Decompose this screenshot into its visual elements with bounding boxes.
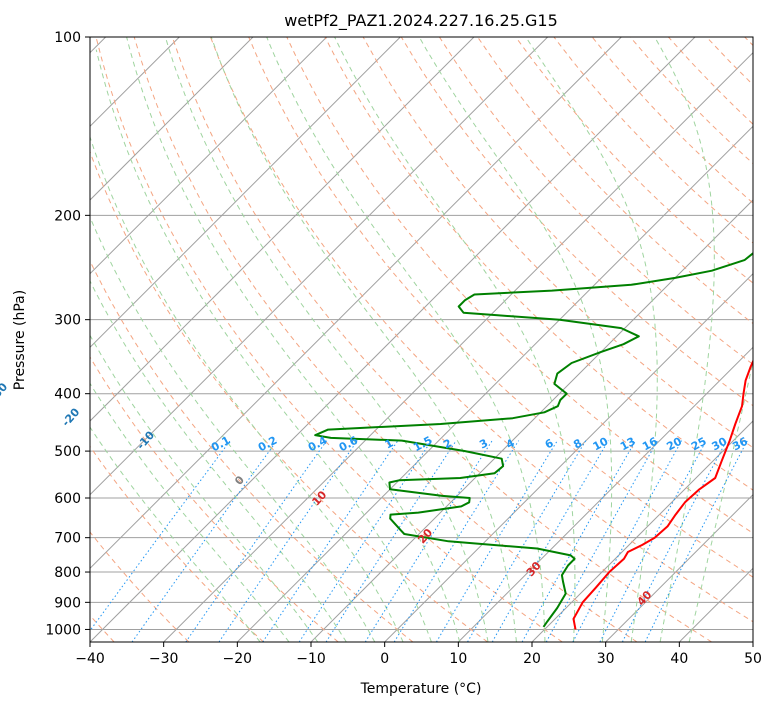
- dry-adiabat-line: [210, 37, 753, 623]
- mixing-ratio-line: [521, 440, 637, 642]
- isotherm-line: [163, 51, 753, 642]
- mixing-ratio-line: [298, 440, 432, 642]
- dry-adiabat-line: [400, 37, 753, 407]
- sounding-lines: [314, 252, 753, 630]
- moist-adiabat-line: [164, 37, 489, 642]
- moist-adiabat-line: [210, 37, 517, 642]
- dry-adiabat-line: [90, 356, 339, 642]
- mixing-ratio-line: [435, 440, 558, 642]
- dry-adiabat-line: [248, 37, 753, 578]
- moist-adiabat-line: [90, 215, 376, 642]
- mixing-ratio-line: [90, 440, 231, 632]
- dry-adiabat-line: [90, 445, 264, 642]
- mixing-ratio-line: [185, 440, 328, 642]
- isotherm-line: [90, 37, 475, 422]
- mixing-ratio-line: [467, 440, 587, 642]
- y-tick-label: 500: [54, 444, 81, 460]
- x-tick-label: 10: [449, 651, 467, 667]
- moist-adiabat-line: [90, 334, 319, 642]
- moist-adiabat-line: [90, 279, 347, 642]
- isotherm-line: [90, 37, 696, 642]
- x-tick-label: 40: [670, 651, 688, 667]
- x-tick-label: 50: [744, 651, 762, 667]
- mixing-ratio-label: 36: [730, 435, 750, 454]
- dry-adiabat-line: [90, 259, 414, 642]
- dewpoint-profile: [314, 252, 753, 628]
- y-tick-label: 400: [54, 387, 81, 403]
- mixing-ratio-line: [325, 440, 457, 642]
- x-tick-label: −20: [223, 651, 253, 667]
- isotherm-line: [90, 37, 549, 496]
- x-tick-label: −40: [75, 651, 105, 667]
- dry-adiabat-line: [286, 37, 753, 534]
- isotherm-line: [90, 37, 622, 570]
- dry-adiabat-label: -30: [0, 380, 10, 404]
- dry-adiabat-line: [95, 37, 563, 642]
- axis-ticks: −40 −30 −20 −10 0 10 20 30 40 50 100 200 300 400 500 60…: [45, 30, 762, 667]
- x-tick-label: −30: [149, 651, 179, 667]
- y-tick-label: 600: [54, 491, 81, 507]
- moist-adiabat-line: [334, 37, 576, 642]
- mixing-ratio-label: 25: [689, 435, 709, 454]
- plot-background: [90, 37, 753, 642]
- x-tick-label: 20: [523, 651, 541, 667]
- isotherm-line: [605, 493, 753, 642]
- moist-adiabat-line: [95, 49, 432, 642]
- dry-adiabat-line: [515, 37, 753, 284]
- chart-title: wetPf2_PAZ1.2024.227.16.25.G15: [284, 11, 558, 31]
- isotherm-line: [531, 420, 753, 642]
- y-axis-label: Pressure (hPa): [12, 290, 28, 390]
- moist-adiabat-line: [418, 37, 613, 642]
- mixing-ratio-line: [262, 440, 399, 642]
- dry-adiabat-line: [171, 37, 712, 642]
- moist-adiabat-line: [90, 382, 290, 642]
- mixing-ratio-line: [572, 440, 683, 642]
- y-tick-label: 300: [54, 313, 81, 329]
- moist-adiabat-line: [266, 37, 546, 642]
- mixing-ratio-label: 20: [664, 435, 684, 454]
- y-tick-label: 1000: [45, 622, 81, 638]
- isotherm-line: [236, 125, 753, 642]
- mixing-ratio-line: [131, 440, 278, 642]
- x-tick-label: 0: [380, 651, 389, 667]
- mixing-ratio-line: [393, 440, 520, 642]
- y-tick-label: 700: [54, 531, 81, 547]
- temperature-profile: [572, 359, 753, 630]
- moist-adiabat-line: [654, 37, 715, 642]
- mixing-ratio-label: 13: [618, 435, 638, 454]
- mixing-ratio-line: [491, 440, 609, 642]
- mixing-ratio-line: [545, 440, 659, 642]
- moist-adiabat-line: [90, 426, 261, 642]
- isotherm-line: [90, 37, 328, 275]
- isotherm-line: [90, 37, 254, 201]
- y-tick-label: 800: [54, 565, 81, 581]
- mixing-ratio-label: 30: [710, 435, 730, 454]
- isotherm-line: [384, 272, 753, 642]
- x-tick-label: −10: [296, 651, 326, 667]
- mixing-ratio-line: [364, 440, 493, 642]
- isotherm-line: [457, 346, 753, 642]
- mixing-ratio-line: [644, 440, 748, 642]
- dry-adiabat-line: [90, 531, 190, 642]
- plot-frame: [89, 36, 754, 643]
- mixing-ratio-label: 16: [640, 435, 660, 454]
- y-tick-label: 100: [54, 30, 81, 46]
- y-tick-label: 200: [54, 208, 81, 224]
- moist-adiabat-line: [126, 37, 461, 642]
- dry-adiabat-line: [90, 150, 488, 642]
- x-tick-label: 30: [597, 651, 615, 667]
- moist-adiabat-line: [90, 135, 404, 642]
- mixing-ratio-label: 10: [591, 435, 611, 454]
- isotherm-line: [90, 37, 401, 349]
- y-tick-label: 900: [54, 595, 81, 611]
- x-axis-label: Temperature (°C): [360, 681, 482, 697]
